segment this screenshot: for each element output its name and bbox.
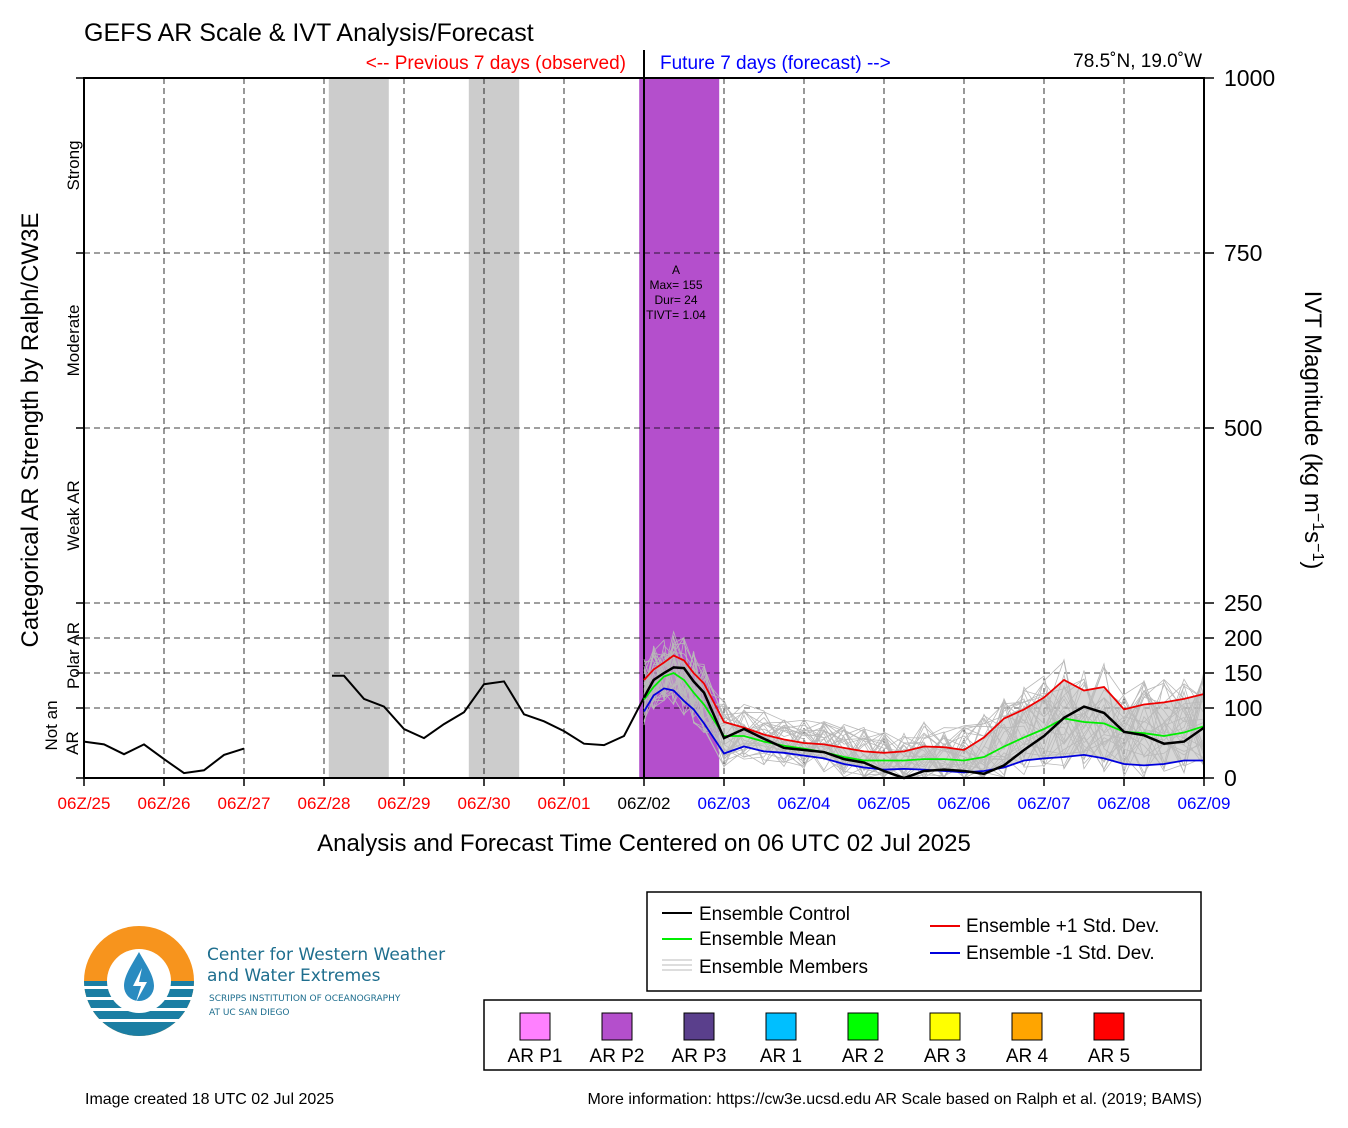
cw3e-logo bbox=[84, 926, 194, 1036]
legend-control: Ensemble Control bbox=[662, 904, 850, 925]
y-tick-label: 250 bbox=[1224, 590, 1262, 616]
x-tick-label: 06Z/09 bbox=[1178, 794, 1231, 813]
ar-scale-swatch bbox=[601, 1012, 633, 1041]
y-tick-label: 750 bbox=[1224, 240, 1262, 266]
ar-scale-label: AR 2 bbox=[842, 1046, 884, 1067]
ar-scale-label: AR P3 bbox=[672, 1046, 727, 1067]
legend-mean: Ensemble Mean bbox=[662, 929, 836, 950]
ar-scale-label: AR 4 bbox=[1006, 1046, 1049, 1067]
ar-scale-swatch bbox=[519, 1012, 551, 1041]
legend-minus-std: Ensemble -1 Std. Dev. bbox=[930, 943, 1155, 964]
legend-mean-label: Ensemble Mean bbox=[699, 929, 836, 950]
ar-scale-swatch bbox=[765, 1012, 797, 1041]
future-period-label: Future 7 days (forecast) --> bbox=[660, 53, 891, 74]
ar-scale-swatch bbox=[1011, 1012, 1043, 1041]
ar-scale-swatches: AR P1 AR P2 AR P3 AR 1 AR 2 AR 3 AR 4 AR 5 bbox=[508, 1012, 1130, 1067]
ar-scale-label: AR 5 bbox=[1088, 1046, 1130, 1067]
annotation-line-2: Dur= 24 bbox=[654, 293, 697, 307]
x-tick-label: 06Z/30 bbox=[458, 794, 511, 813]
logo-line-2: and Water Extremes bbox=[207, 966, 381, 986]
x-tick-label: 06Z/05 bbox=[858, 794, 911, 813]
x-tick-label: 06Z/29 bbox=[378, 794, 431, 813]
std-dev-band bbox=[644, 655, 1204, 773]
ensemble-1-std-dev-line bbox=[643, 687, 1204, 774]
x-tick-label: 06Z/01 bbox=[538, 794, 591, 813]
ar-scale-label: AR 3 bbox=[924, 1046, 966, 1067]
axis-ticks: 06Z/25 06Z/26 06Z/27 06Z/28 06Z/29 06Z/30 06Z/… bbox=[58, 65, 1276, 813]
ensemble-mean-line bbox=[643, 671, 1205, 762]
ar-scale-swatch bbox=[847, 1012, 879, 1041]
annotation-line-3: TIVT= 1.04 bbox=[646, 308, 706, 322]
x-tick-label: 06Z/04 bbox=[778, 794, 831, 813]
legend-members: Ensemble Members bbox=[662, 957, 868, 978]
category-label: Weak AR bbox=[64, 480, 83, 551]
annotation-line-1: Max= 155 bbox=[649, 278, 702, 292]
x-tick-label: 06Z/07 bbox=[1018, 794, 1071, 813]
logo-line-1: Center for Western Weather bbox=[207, 945, 445, 965]
category-label: Moderate bbox=[64, 305, 83, 377]
legend-members-label: Ensemble Members bbox=[699, 957, 868, 978]
x-tick-label: 06Z/28 bbox=[298, 794, 351, 813]
category-label: Not an bbox=[42, 700, 61, 750]
y-tick-label: 0 bbox=[1224, 765, 1237, 791]
legend-plus-std: Ensemble +1 Std. Dev. bbox=[930, 916, 1159, 937]
y-axis-right-label: IVT Magnitude (kg m−1s−1) bbox=[1299, 291, 1327, 570]
x-tick-label: 06Z/02 bbox=[618, 794, 671, 813]
previous-period-label: <-- Previous 7 days (observed) bbox=[366, 53, 626, 74]
observed-line-1 bbox=[332, 674, 645, 747]
series-lines bbox=[83, 654, 1205, 780]
y-tick-label: 100 bbox=[1224, 695, 1262, 721]
legend-control-label: Ensemble Control bbox=[699, 904, 850, 925]
observed-line-0 bbox=[83, 740, 245, 775]
footer-info: More information: https://cw3e.ucsd.edu … bbox=[587, 1091, 1202, 1108]
logo-line-4: AT UC SAN DIEGO bbox=[209, 1008, 290, 1018]
y-tick-label: 1000 bbox=[1224, 65, 1275, 91]
y-tick-label: 500 bbox=[1224, 415, 1262, 441]
ar-scale-label: AR P1 bbox=[508, 1046, 563, 1067]
category-label: Strong bbox=[64, 140, 83, 190]
x-tick-label: 06Z/27 bbox=[218, 794, 271, 813]
category-label: Polar AR bbox=[64, 622, 83, 689]
x-tick-label: 06Z/06 bbox=[938, 794, 991, 813]
footer-created: Image created 18 UTC 02 Jul 2025 bbox=[85, 1091, 334, 1108]
category-label: AR bbox=[63, 731, 82, 755]
legend-plus-std-label: Ensemble +1 Std. Dev. bbox=[966, 916, 1159, 937]
ensemble-1-std-dev-line bbox=[643, 654, 1205, 754]
y-tick-label: 150 bbox=[1224, 660, 1262, 686]
annotation-line-0: A bbox=[672, 263, 680, 277]
ar-scale-swatch bbox=[683, 1012, 715, 1041]
x-tick-label: 06Z/25 bbox=[58, 794, 111, 813]
ensemble-control-line bbox=[642, 666, 1205, 780]
x-tick-label: 06Z/03 bbox=[698, 794, 751, 813]
x-axis-label: Analysis and Forecast Time Centered on 0… bbox=[317, 830, 971, 857]
location-label: 78.5˚N, 19.0˚W bbox=[1073, 51, 1202, 72]
legend-box bbox=[646, 891, 1202, 992]
legend-minus-std-label: Ensemble -1 Std. Dev. bbox=[966, 943, 1155, 964]
x-tick-label: 06Z/08 bbox=[1098, 794, 1151, 813]
ar-scale-label: AR 1 bbox=[760, 1046, 802, 1067]
x-tick-label: 06Z/26 bbox=[138, 794, 191, 813]
chart-title: GEFS AR Scale & IVT Analysis/Forecast bbox=[84, 19, 534, 47]
ar-scale-label: AR P2 bbox=[590, 1046, 645, 1067]
logo-line-3: SCRIPPS INSTITUTION OF OCEANOGRAPHY bbox=[209, 994, 401, 1004]
ar-scale-swatch bbox=[1093, 1012, 1125, 1041]
y-axis-left-label: Categorical AR Strength by Ralph/CW3E bbox=[17, 213, 44, 648]
ar-scale-swatch bbox=[929, 1012, 961, 1041]
y-tick-label: 200 bbox=[1224, 625, 1262, 651]
